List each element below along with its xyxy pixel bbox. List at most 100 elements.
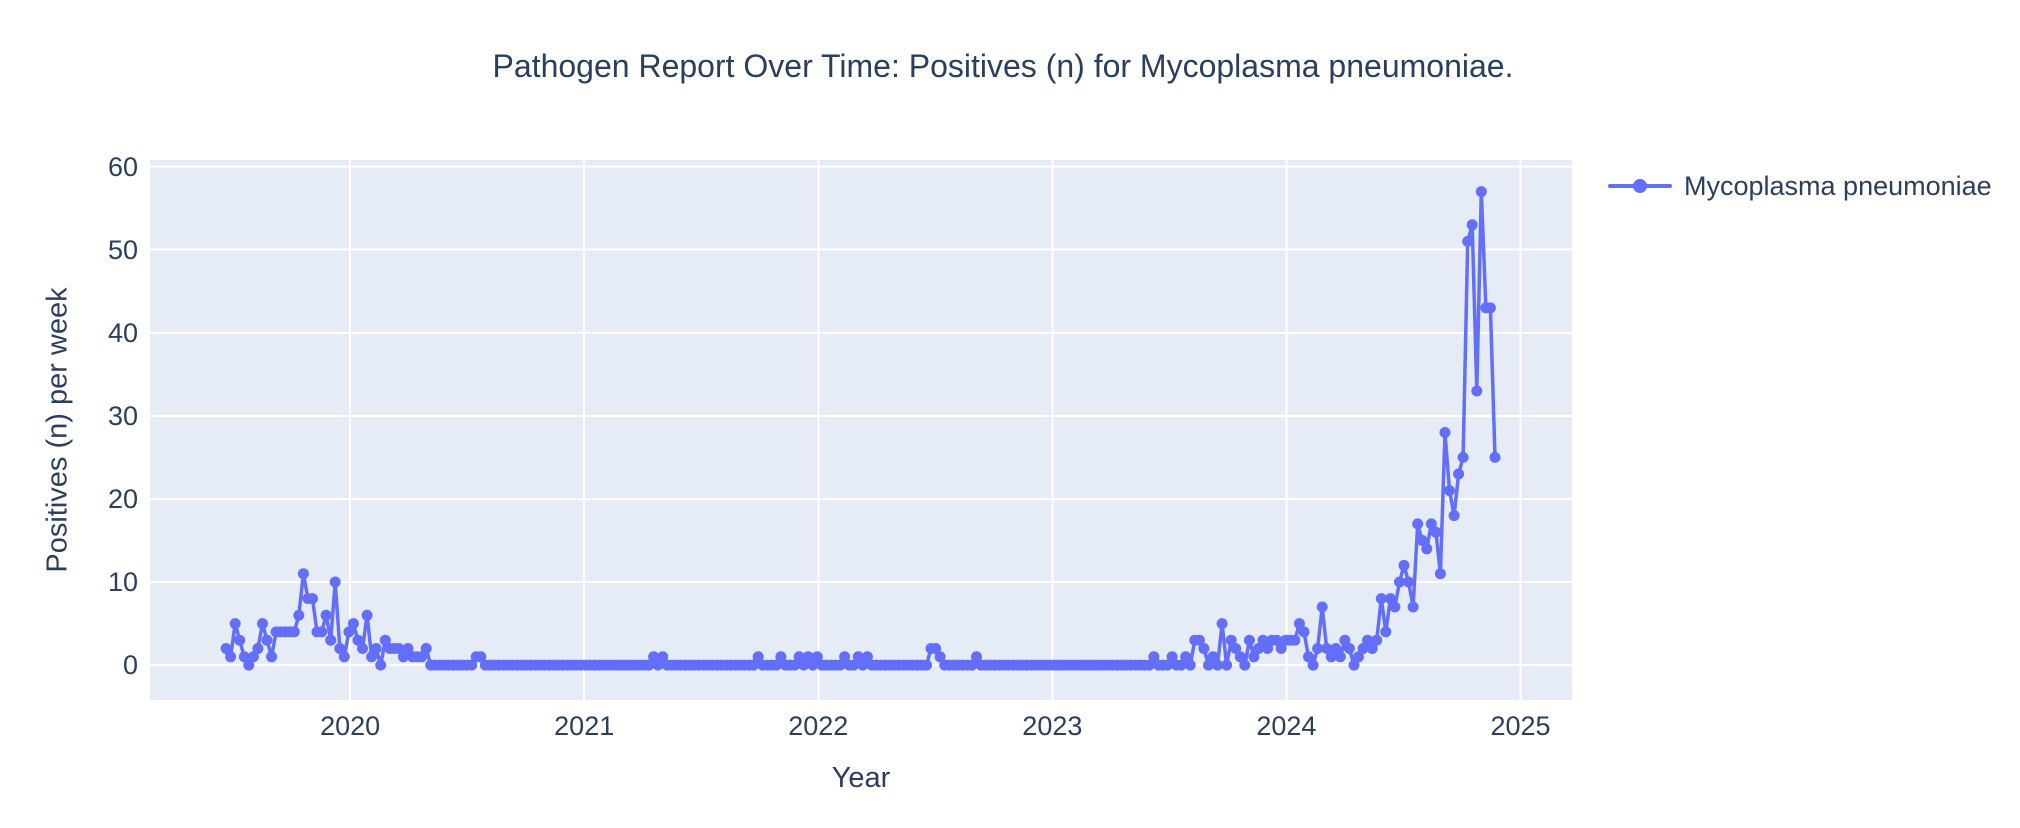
data-point-marker	[252, 643, 264, 654]
data-point-marker	[1184, 659, 1196, 671]
data-point-marker	[1371, 634, 1383, 646]
data-point-marker	[1166, 651, 1178, 663]
data-point-marker	[971, 651, 982, 663]
data-point-marker	[1448, 510, 1460, 522]
data-point-marker	[1412, 518, 1424, 530]
data-point-marker	[361, 609, 373, 621]
data-point-marker	[343, 626, 355, 638]
data-point-marker	[297, 568, 309, 580]
data-point-marker	[229, 618, 241, 630]
data-point-marker	[1262, 643, 1274, 654]
data-point-marker	[1239, 659, 1251, 671]
data-point-marker	[921, 659, 932, 671]
data-point-marker	[643, 659, 655, 671]
data-point-marker	[1421, 543, 1433, 555]
data-point-marker	[1148, 651, 1160, 663]
data-point-marker	[352, 634, 364, 646]
data-point-marker	[329, 576, 341, 588]
x-tick-label: 2022	[788, 711, 849, 741]
data-point-marker	[1330, 643, 1342, 654]
data-point-marker	[852, 651, 864, 663]
data-point-marker	[1207, 651, 1219, 663]
data-point-marker	[225, 651, 237, 663]
chart-title: Pathogen Report Over Time: Positives (n)…	[492, 48, 1514, 84]
data-point-marker	[1380, 626, 1392, 638]
series-line	[224, 189, 1497, 667]
y-tick-label: 50	[107, 234, 138, 265]
y-tick-label: 30	[107, 400, 138, 431]
data-point-marker	[1253, 643, 1264, 654]
data-point-marker	[1462, 235, 1474, 247]
data-point-marker	[1389, 601, 1401, 613]
data-point-marker	[802, 651, 814, 663]
data-point-marker	[375, 659, 387, 671]
series-markers	[220, 186, 1501, 671]
data-point-marker	[1457, 451, 1469, 463]
data-point-marker	[366, 651, 378, 663]
data-point-marker	[1339, 634, 1351, 646]
data-point-marker	[1439, 427, 1451, 438]
data-point-marker	[1489, 451, 1501, 463]
legend-item[interactable]: Mycoplasma pneumoniae	[1608, 168, 1992, 204]
data-point-marker	[1444, 485, 1455, 497]
data-point-marker	[325, 634, 337, 646]
y-tick-label: 20	[107, 483, 138, 514]
data-point-marker	[1230, 643, 1242, 654]
data-point-marker	[288, 626, 300, 638]
x-tick-label: 2020	[320, 711, 381, 741]
data-point-marker	[789, 659, 801, 671]
data-point-marker	[1425, 518, 1437, 530]
data-point-marker	[1398, 559, 1410, 571]
data-point-marker	[1307, 659, 1319, 671]
data-point-marker	[238, 651, 250, 663]
data-point-marker	[1275, 643, 1287, 654]
data-point-marker	[1334, 651, 1346, 663]
x-tick-label: 2025	[1490, 711, 1551, 741]
data-point-marker	[775, 651, 787, 663]
data-point-marker	[848, 659, 860, 671]
data-point-marker	[1193, 634, 1205, 646]
data-point-marker	[652, 659, 664, 671]
data-point-marker	[393, 643, 405, 654]
x-axis-title: Year	[831, 762, 891, 794]
data-point-marker	[1180, 651, 1192, 663]
x-tick-label: 2023	[1022, 711, 1083, 741]
data-point-marker	[930, 643, 942, 654]
data-point-marker	[266, 651, 278, 663]
data-point-marker	[1312, 643, 1324, 654]
data-point-marker	[966, 659, 978, 671]
data-point-marker	[475, 651, 487, 663]
data-point-marker	[657, 651, 669, 663]
data-point-marker	[648, 651, 660, 663]
data-point-marker	[1362, 634, 1374, 646]
data-point-marker	[1303, 651, 1314, 663]
data-line	[224, 189, 1497, 667]
data-point-marker	[1348, 659, 1360, 671]
data-point-marker	[1316, 601, 1328, 613]
data-point-marker	[370, 643, 382, 654]
data-point-marker	[320, 609, 332, 621]
data-point-marker	[1375, 593, 1387, 605]
data-point-marker	[1203, 659, 1214, 671]
data-point-marker	[1403, 576, 1415, 588]
data-point-marker	[347, 618, 359, 630]
data-point-marker	[234, 634, 246, 646]
data-point-marker	[293, 609, 305, 621]
legend-label: Mycoplasma pneumoniae	[1684, 170, 1992, 201]
plot-area[interactable]	[150, 160, 1572, 700]
data-point-marker	[1162, 659, 1173, 671]
data-point-marker	[397, 651, 409, 663]
data-point-marker	[1357, 643, 1369, 654]
data-point-marker	[748, 659, 760, 671]
data-point-marker	[1353, 651, 1364, 663]
y-tick-label: 0	[122, 650, 138, 681]
legend-marker-dot-icon	[1633, 179, 1647, 193]
plot-svg	[150, 160, 1572, 700]
data-point-marker	[1430, 526, 1442, 538]
data-point-marker	[1471, 385, 1483, 397]
data-point-marker	[1225, 634, 1237, 646]
data-point-marker	[798, 659, 810, 671]
data-point-marker	[1453, 468, 1465, 480]
data-point-marker	[307, 593, 318, 605]
